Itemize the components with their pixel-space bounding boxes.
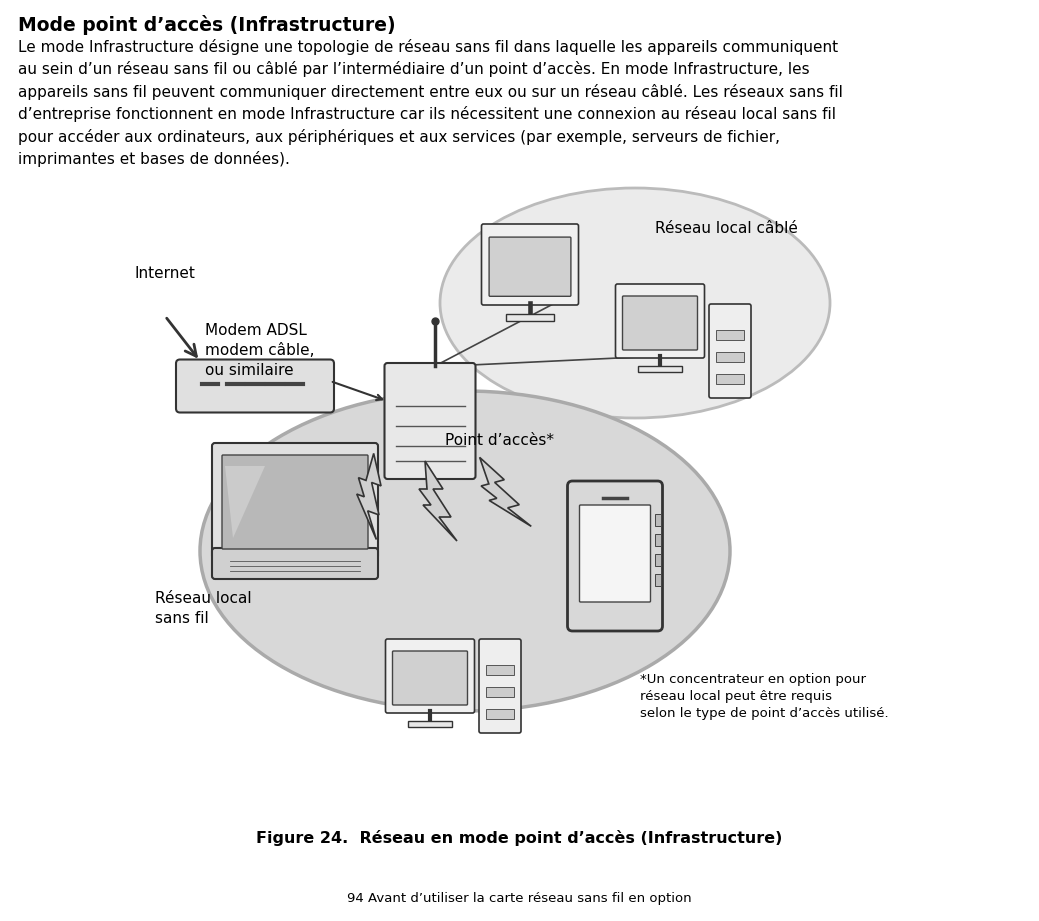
- Text: Point d’accès*: Point d’accès*: [445, 433, 554, 448]
- Text: Réseau local
sans fil: Réseau local sans fil: [155, 591, 251, 625]
- FancyBboxPatch shape: [489, 237, 570, 297]
- Bar: [716, 352, 744, 362]
- Text: Mode point d’accès (Infrastructure): Mode point d’accès (Infrastructure): [18, 15, 396, 35]
- Text: Modem ADSL
modem câble,
ou similaire: Modem ADSL modem câble, ou similaire: [205, 323, 315, 378]
- FancyBboxPatch shape: [622, 296, 697, 350]
- FancyBboxPatch shape: [479, 639, 521, 733]
- Bar: [655, 534, 661, 546]
- Polygon shape: [480, 458, 531, 527]
- FancyBboxPatch shape: [567, 481, 663, 631]
- FancyBboxPatch shape: [222, 455, 368, 549]
- FancyBboxPatch shape: [709, 304, 751, 398]
- Polygon shape: [419, 461, 457, 541]
- Polygon shape: [356, 453, 381, 540]
- FancyBboxPatch shape: [384, 363, 476, 479]
- Text: Le mode Infrastructure désigne une topologie de réseau sans fil dans laquelle le: Le mode Infrastructure désigne une topol…: [18, 39, 843, 168]
- Bar: [506, 314, 554, 321]
- FancyBboxPatch shape: [393, 651, 468, 705]
- Bar: [716, 374, 744, 384]
- Polygon shape: [225, 466, 265, 538]
- FancyBboxPatch shape: [385, 639, 475, 713]
- Text: *Un concentrateur en option pour
réseau local peut être requis
selon le type de : *Un concentrateur en option pour réseau …: [640, 673, 888, 720]
- Bar: [655, 514, 661, 526]
- FancyBboxPatch shape: [212, 548, 378, 579]
- Bar: [486, 665, 514, 675]
- FancyBboxPatch shape: [212, 443, 378, 559]
- FancyBboxPatch shape: [615, 284, 704, 358]
- Bar: [655, 574, 661, 586]
- Ellipse shape: [439, 188, 830, 418]
- Bar: [486, 687, 514, 697]
- Text: Internet: Internet: [135, 266, 196, 281]
- FancyBboxPatch shape: [481, 224, 579, 305]
- Bar: [638, 366, 682, 372]
- Ellipse shape: [199, 391, 730, 711]
- FancyBboxPatch shape: [176, 359, 334, 413]
- Bar: [486, 709, 514, 719]
- Bar: [655, 554, 661, 566]
- Text: Figure 24.  Réseau en mode point d’accès (Infrastructure): Figure 24. Réseau en mode point d’accès …: [256, 830, 782, 846]
- Bar: [716, 330, 744, 340]
- Text: Réseau local câblé: Réseau local câblé: [655, 221, 798, 236]
- Bar: [408, 721, 452, 727]
- Text: 94 Avant d’utiliser la carte réseau sans fil en option: 94 Avant d’utiliser la carte réseau sans…: [347, 892, 691, 905]
- FancyBboxPatch shape: [580, 505, 650, 602]
